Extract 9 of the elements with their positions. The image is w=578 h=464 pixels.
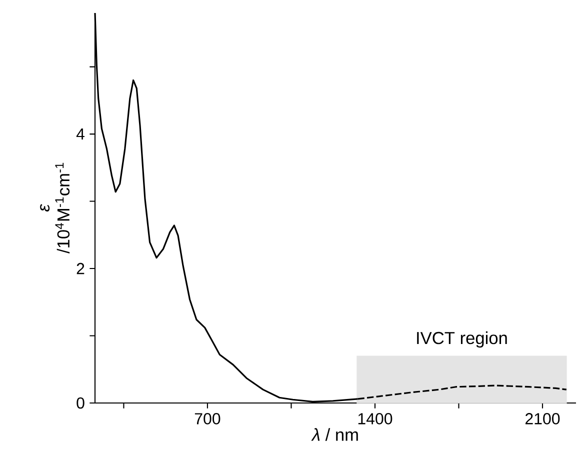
- band-label: IVCT region: [417, 331, 507, 348]
- y-tick-label: 0: [76, 397, 84, 409]
- y-axis-title: ε /10$^{4}$M$^{-1}$cm$^{-1}$: [40, 162, 70, 254]
- x-tick-label: 1400: [358, 413, 392, 424]
- x-axis-title: λ / nm: [311, 428, 358, 441]
- y-tick-label: 2: [76, 262, 84, 274]
- x-tick-label: 2100: [526, 413, 560, 424]
- y-tick-label: 4: [76, 128, 84, 140]
- x-tick-label: 700: [194, 413, 220, 424]
